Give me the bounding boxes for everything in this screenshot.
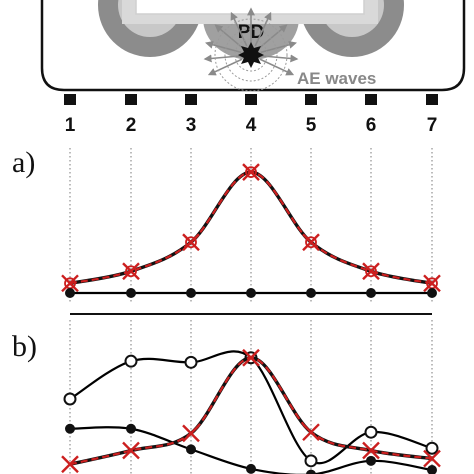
b-series-1-point-6: [364, 425, 378, 439]
b-series-2-point-5: [306, 469, 316, 474]
sensor-6: [365, 94, 377, 105]
b-series-1-point-1: [63, 392, 77, 406]
a-series-1-point-3: [182, 233, 200, 252]
a-series-1-point-6: [362, 262, 380, 281]
a-series-2-point-4: [246, 288, 256, 298]
sensor-2: [125, 94, 137, 105]
sensor-label-7: 7: [427, 115, 438, 136]
panel-label-a: a): [12, 146, 35, 179]
sensor-label-6: 6: [366, 115, 377, 136]
b-series-1-point-2: [124, 354, 138, 368]
sensor-label-1: 1: [65, 115, 76, 136]
b-series-2-point-2: [126, 423, 136, 434]
a-series-2-point-5: [306, 288, 316, 298]
b-series-2-point-1: [65, 423, 75, 434]
sensor-5: [305, 94, 317, 105]
ae-wavefront-1: [234, 38, 268, 72]
a-series-1-point-4: [242, 163, 260, 181]
transformer-illustration: PD AE waves: [40, 0, 466, 92]
ae-arrow-11: [259, 58, 295, 76]
sensor-7: [426, 94, 438, 105]
b-series-3-point-2: [122, 441, 140, 460]
pd-source-star-icon: [238, 42, 264, 68]
b-series-1-point-7: [425, 441, 439, 455]
ae-wavefront-2: [224, 28, 278, 82]
b-series-3-point-1: [61, 455, 79, 474]
ae-wavefront-3: [214, 18, 288, 92]
b-series-2-point-6: [366, 455, 376, 466]
ae-arrow-9: [260, 40, 297, 54]
b-series-1-point-3: [184, 355, 198, 369]
b-series-2-point-4: [246, 463, 256, 474]
sensor-label-2: 2: [126, 115, 137, 136]
b-series-2-point-7: [427, 465, 437, 474]
ae-arrow-1: [207, 58, 243, 76]
sensor-4: [245, 94, 257, 105]
b-series-2-point-3: [186, 444, 196, 455]
sensor-label-3: 3: [186, 115, 197, 136]
sensor-row: 1 2 3 4 5 6 7: [64, 94, 438, 136]
sensor-3: [185, 94, 197, 105]
a-series-2-point-7: [427, 288, 437, 298]
a-series-1-point-2: [122, 262, 140, 281]
sensor-1: [64, 94, 76, 105]
a-series-1-point-5: [302, 233, 320, 252]
a-series-2-point-1: [65, 288, 75, 298]
a-series-2-point-2: [126, 288, 136, 298]
b-series-3-point-7: [423, 449, 441, 468]
chart-panel-b: [61, 348, 441, 474]
a-series-2-point-6: [366, 288, 376, 298]
ae-arrow-3: [205, 40, 242, 54]
chart-panel-a: [61, 163, 441, 298]
a-series-2-point-3: [186, 288, 196, 298]
panel-label-b: b): [12, 330, 37, 363]
b-series-3-point-6: [362, 441, 380, 460]
ae-waves-label: AE waves: [297, 69, 376, 88]
b-series-3-point-5: [302, 423, 320, 442]
sensor-label-5: 5: [306, 115, 317, 136]
core-block-inner: [135, 0, 365, 15]
ae-wave-arrows: [203, 7, 299, 92]
ae-arrow-5: [230, 11, 248, 47]
b-series-1-point-5: [304, 454, 318, 468]
b-series-3-point-3: [182, 424, 200, 443]
sensor-label-4: 4: [246, 115, 257, 136]
b-series-3-point-4: [242, 348, 260, 367]
chart-grid: [69, 148, 433, 474]
